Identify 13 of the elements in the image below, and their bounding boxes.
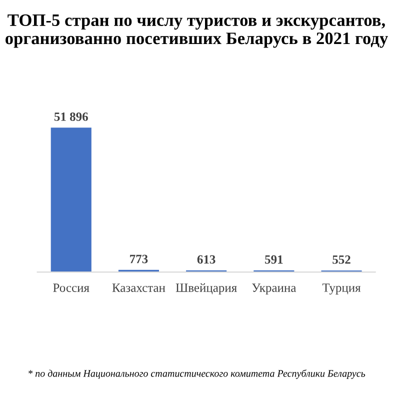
data-label: 51 896 (54, 112, 88, 121)
x-tick-label: Швейцария (176, 283, 237, 294)
text: * по данным Национального статистического комитета Республики Беларусь (28, 370, 366, 379)
data-label: 591 (265, 255, 283, 264)
x-tick-label: Украина (252, 284, 296, 294)
chart-title: ТОП-5 стран по числу туристов и экскурсантов, организованно посетивших Беларусь в 2021 году (6, 14, 388, 48)
data-label: 613 (197, 255, 216, 264)
bar (50, 128, 92, 272)
x-tick-label: Россия (53, 284, 90, 292)
x-tick-label: Турция (322, 284, 361, 294)
x-tick-label: Казахстан (112, 284, 166, 292)
data-label: 552 (332, 255, 350, 264)
data-label: 773 (130, 254, 148, 264)
